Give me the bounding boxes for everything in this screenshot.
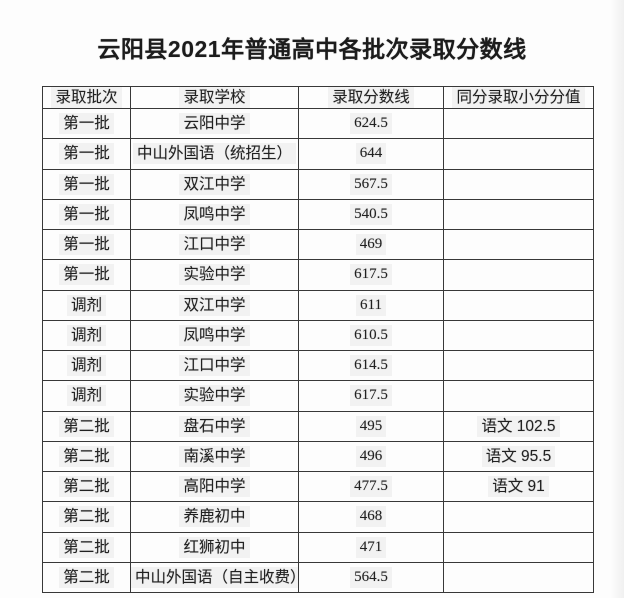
cell-batch: 第一批 bbox=[42, 138, 131, 170]
cell-tiebreak bbox=[443, 531, 594, 563]
cell-school: 凤鸣中学 bbox=[130, 198, 299, 231]
cell-school: 江口中学 bbox=[130, 349, 299, 382]
cell-tiebreak bbox=[443, 561, 594, 594]
page-edge-shadow bbox=[610, 0, 624, 598]
table-row: 调剂 凤鸣中学 610.5 bbox=[42, 319, 594, 352]
cell-batch: 第一批 bbox=[42, 228, 131, 261]
cell-tiebreak: 语文 91 bbox=[443, 470, 594, 503]
cell-tiebreak bbox=[443, 289, 594, 321]
cell-tiebreak bbox=[443, 380, 594, 412]
cell-school: 双江中学 bbox=[130, 289, 299, 321]
cell-score: 610.5 bbox=[298, 319, 444, 352]
cell-school: 养鹿初中 bbox=[130, 501, 299, 533]
table-row: 第二批 盘石中学 495 语文 102.5 bbox=[42, 410, 594, 442]
cell-tiebreak bbox=[443, 107, 594, 140]
table-row: 第一批 云阳中学 624.5 bbox=[42, 107, 594, 140]
cell-batch: 第二批 bbox=[42, 440, 131, 473]
cell-tiebreak bbox=[443, 349, 594, 382]
cell-batch: 调剂 bbox=[42, 380, 131, 412]
table-row: 调剂 江口中学 614.5 bbox=[42, 349, 594, 382]
cell-score: 611 bbox=[298, 289, 444, 321]
page-title: 云阳县2021年普通高中各批次录取分数线 bbox=[97, 36, 527, 62]
cell-tiebreak bbox=[443, 501, 594, 533]
table-body: 第一批 云阳中学 624.5 第一批 中山外国语（统招生） 644 第一批 双江… bbox=[42, 107, 594, 594]
cell-score: 495 bbox=[298, 410, 444, 442]
cell-score: 624.5 bbox=[298, 107, 444, 140]
cell-school: 中山外国语（统招生） bbox=[130, 138, 299, 170]
cell-batch: 第一批 bbox=[42, 198, 131, 231]
cell-score: 471 bbox=[298, 531, 444, 563]
cell-score: 617.5 bbox=[298, 380, 444, 412]
table-row: 第二批 南溪中学 496 语文 95.5 bbox=[42, 440, 594, 473]
table-row: 调剂 实验中学 617.5 bbox=[42, 380, 594, 412]
score-table: 录取批次 录取学校 录取分数线 同分录取小分分值 第一批 云阳中学 624.5 … bbox=[42, 86, 594, 594]
table-row: 第一批 双江中学 567.5 bbox=[42, 168, 594, 200]
table-row: 第一批 实验中学 617.5 bbox=[42, 259, 594, 291]
table-row: 第一批 江口中学 469 bbox=[42, 228, 594, 261]
cell-score: 540.5 bbox=[298, 198, 444, 231]
cell-school: 中山外国语（自主收费） bbox=[130, 561, 299, 594]
header-score: 录取分数线 bbox=[298, 86, 444, 109]
cell-school: 江口中学 bbox=[130, 228, 299, 261]
header-row: 录取批次 录取学校 录取分数线 同分录取小分分值 bbox=[42, 86, 594, 109]
cell-batch: 第二批 bbox=[42, 531, 131, 563]
cell-tiebreak bbox=[443, 168, 594, 200]
table-row: 第二批 中山外国语（自主收费） 564.5 bbox=[42, 561, 594, 594]
cell-batch: 调剂 bbox=[42, 349, 131, 382]
cell-school: 盘石中学 bbox=[130, 410, 299, 442]
cell-tiebreak: 语文 95.5 bbox=[443, 440, 594, 473]
cell-score: 564.5 bbox=[298, 561, 444, 594]
header-school: 录取学校 bbox=[130, 86, 299, 109]
cell-school: 南溪中学 bbox=[130, 440, 299, 473]
cell-tiebreak bbox=[443, 198, 594, 231]
table-row: 第一批 中山外国语（统招生） 644 bbox=[42, 138, 594, 170]
cell-score: 614.5 bbox=[298, 349, 444, 382]
cell-score: 469 bbox=[298, 228, 444, 261]
cell-tiebreak bbox=[443, 259, 594, 291]
table-row: 第二批 高阳中学 477.5 语文 91 bbox=[42, 470, 594, 503]
cell-score: 644 bbox=[298, 138, 444, 170]
cell-score: 477.5 bbox=[298, 470, 444, 503]
cell-batch: 第一批 bbox=[42, 168, 131, 200]
cell-batch: 第二批 bbox=[42, 501, 131, 533]
cell-score: 496 bbox=[298, 440, 444, 473]
cell-batch: 第二批 bbox=[42, 470, 131, 503]
cell-school: 红狮初中 bbox=[130, 531, 299, 563]
cell-school: 实验中学 bbox=[130, 259, 299, 291]
cell-batch: 第一批 bbox=[42, 107, 131, 140]
cell-tiebreak bbox=[443, 138, 594, 170]
cell-school: 实验中学 bbox=[130, 380, 299, 412]
header-tiebreak: 同分录取小分分值 bbox=[443, 86, 594, 109]
cell-school: 高阳中学 bbox=[130, 470, 299, 503]
cell-tiebreak: 语文 102.5 bbox=[443, 410, 594, 442]
cell-tiebreak bbox=[443, 228, 594, 261]
cell-batch: 第二批 bbox=[42, 410, 131, 442]
cell-batch: 调剂 bbox=[42, 289, 131, 321]
cell-tiebreak bbox=[443, 319, 594, 352]
cell-score: 567.5 bbox=[298, 168, 444, 200]
cell-score: 468 bbox=[298, 501, 444, 533]
cell-score: 617.5 bbox=[298, 259, 444, 291]
table-row: 调剂 双江中学 611 bbox=[42, 289, 594, 321]
cell-batch: 第一批 bbox=[42, 259, 131, 291]
table-row: 第二批 红狮初中 471 bbox=[42, 531, 594, 563]
table-row: 第一批 凤鸣中学 540.5 bbox=[42, 198, 594, 231]
header-batch: 录取批次 bbox=[42, 86, 131, 109]
cell-school: 凤鸣中学 bbox=[130, 319, 299, 352]
cell-batch: 调剂 bbox=[42, 319, 131, 352]
cell-school: 云阳中学 bbox=[130, 107, 299, 140]
table-row: 第二批 养鹿初中 468 bbox=[42, 501, 594, 533]
cell-batch: 第二批 bbox=[42, 561, 131, 594]
cell-school: 双江中学 bbox=[130, 168, 299, 200]
